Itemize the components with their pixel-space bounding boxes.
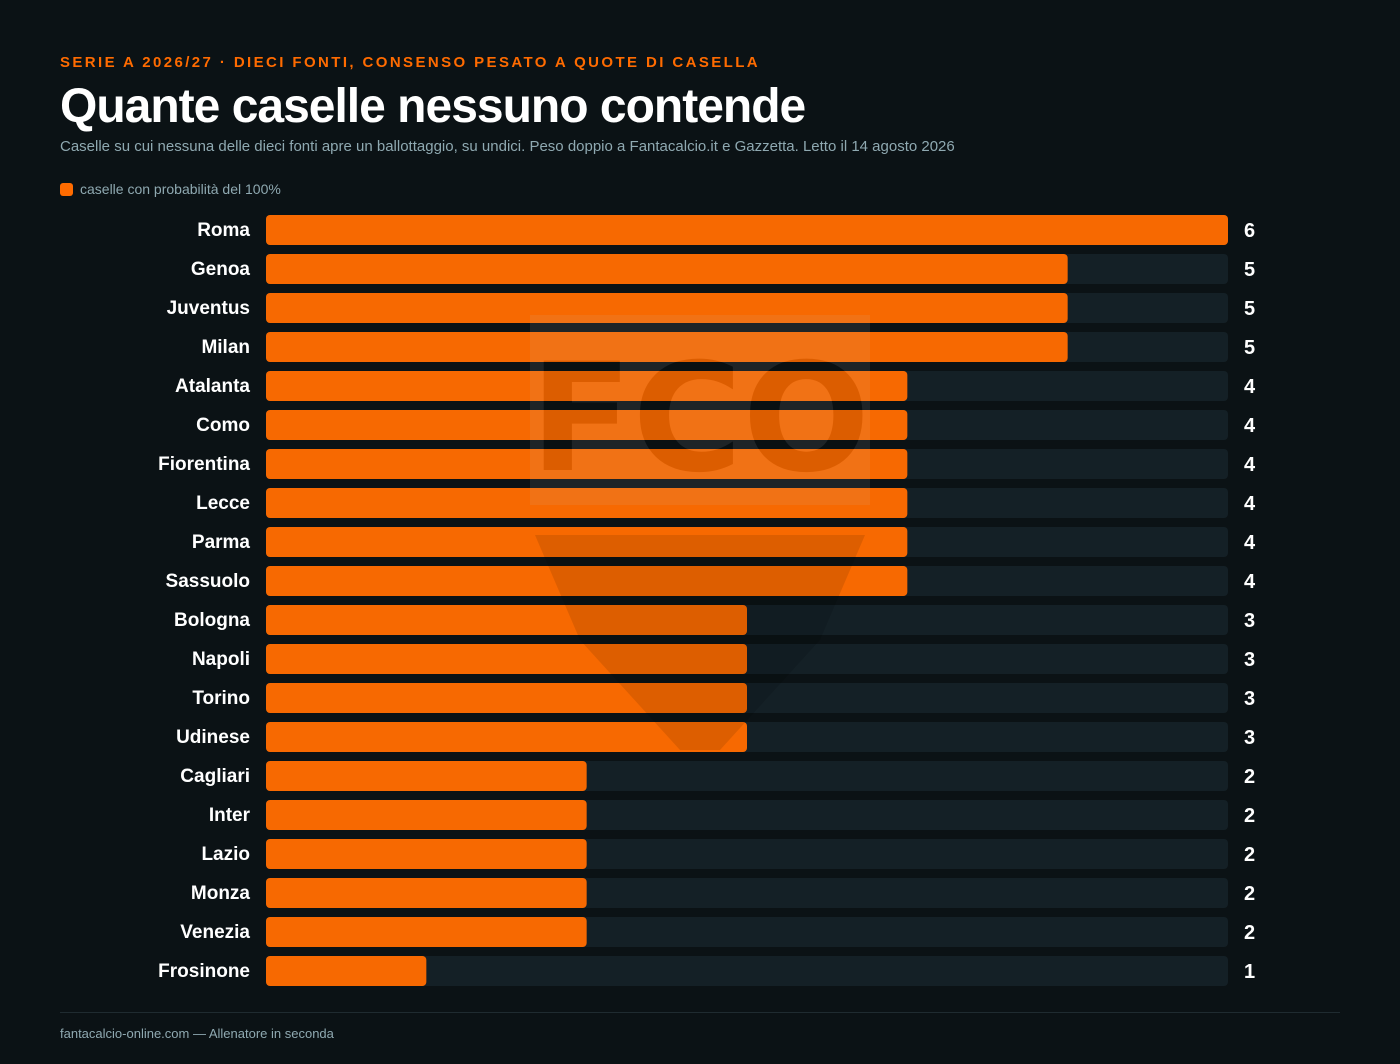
- bar: [266, 839, 587, 869]
- value-label: 2: [1244, 883, 1255, 905]
- value-label: 4: [1244, 493, 1256, 515]
- bar: [266, 605, 747, 635]
- value-label: 2: [1244, 805, 1255, 827]
- category-label: Cagliari: [180, 766, 250, 787]
- category-label: Lecce: [196, 493, 250, 514]
- category-label: Milan: [201, 337, 250, 358]
- value-label: 4: [1244, 532, 1256, 554]
- footer-credit: fantacalcio-online.com — Allenatore in s…: [60, 1026, 334, 1041]
- chart-kicker: SERIE A 2026/27 · DIECI FONTI, CONSENSO …: [60, 54, 760, 71]
- value-label: 5: [1244, 298, 1255, 320]
- bar-track: [266, 956, 1228, 986]
- category-label: Como: [196, 415, 250, 436]
- bar: [266, 722, 747, 752]
- category-label: Inter: [209, 805, 251, 826]
- category-label: Udinese: [176, 727, 250, 748]
- category-label: Parma: [192, 532, 251, 553]
- chart-title: Quante caselle nessuno contende: [60, 80, 806, 133]
- value-label: 2: [1244, 844, 1255, 866]
- bar: [266, 254, 1068, 284]
- value-label: 5: [1244, 337, 1255, 359]
- bar: [266, 800, 587, 830]
- value-label: 6: [1244, 220, 1255, 242]
- bar: [266, 332, 1068, 362]
- category-label: Genoa: [191, 259, 251, 280]
- bar: [266, 449, 908, 479]
- value-label: 4: [1244, 376, 1256, 398]
- value-label: 3: [1244, 649, 1255, 671]
- chart-subtitle: Caselle su cui nessuna delle dieci fonti…: [60, 138, 955, 155]
- bar: [266, 878, 587, 908]
- legend-swatch: [60, 182, 73, 196]
- category-label: Fiorentina: [158, 454, 250, 475]
- bar: [266, 371, 908, 401]
- value-label: 2: [1244, 922, 1255, 944]
- value-label: 4: [1244, 571, 1256, 593]
- bar-chart: Roma 6 Genoa 5 Juventus 5 Milan 5 Atalanta 4 Como 4…: [158, 215, 1256, 986]
- category-label: Frosinone: [158, 961, 250, 982]
- bar: [266, 527, 908, 557]
- bar: [266, 410, 908, 440]
- bar: [266, 917, 587, 947]
- bar: [266, 644, 747, 674]
- bar: [266, 956, 427, 986]
- category-label: Bologna: [174, 610, 250, 631]
- bar: [266, 683, 747, 713]
- category-label: Atalanta: [175, 376, 250, 397]
- value-label: 1: [1244, 961, 1255, 983]
- value-label: 5: [1244, 259, 1255, 281]
- legend-label: caselle con probabilità del 100%: [80, 181, 281, 197]
- category-label: Venezia: [180, 922, 250, 943]
- bar: [266, 293, 1068, 323]
- value-label: 3: [1244, 727, 1255, 749]
- bar: [266, 215, 1228, 245]
- category-label: Roma: [197, 220, 250, 241]
- category-label: Juventus: [167, 298, 250, 319]
- value-label: 3: [1244, 688, 1255, 710]
- category-label: Sassuolo: [166, 571, 250, 592]
- footer-divider: [60, 1012, 1340, 1013]
- value-label: 3: [1244, 610, 1255, 632]
- chart-legend: caselle con probabilità del 100%: [60, 181, 281, 197]
- value-label: 4: [1244, 454, 1256, 476]
- value-label: 4: [1244, 415, 1256, 437]
- bar: [266, 566, 908, 596]
- category-label: Torino: [192, 688, 250, 709]
- category-label: Napoli: [192, 649, 250, 670]
- bar: [266, 488, 908, 518]
- bar: [266, 761, 587, 791]
- category-label: Lazio: [201, 844, 250, 865]
- category-label: Monza: [191, 883, 251, 904]
- value-label: 2: [1244, 766, 1255, 788]
